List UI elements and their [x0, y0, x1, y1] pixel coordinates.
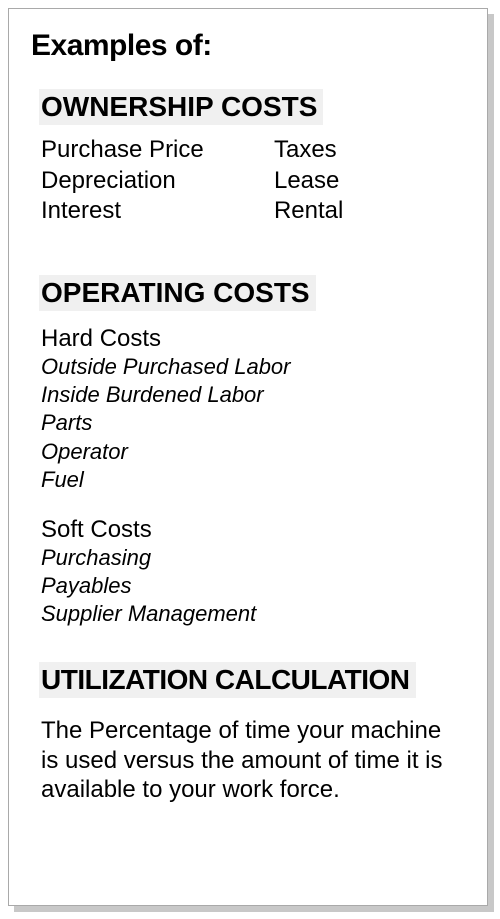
ownership-col-right: Taxes Lease Rental	[274, 135, 465, 227]
hard-costs-item: Outside Purchased Labor	[41, 353, 465, 381]
hard-costs-item: Inside Burdened Labor	[41, 381, 465, 409]
operating-heading: OPERATING COSTS	[39, 275, 316, 311]
page-title: Examples of:	[31, 29, 465, 63]
soft-costs-item: Purchasing	[41, 544, 465, 572]
ownership-item: Lease	[274, 166, 465, 197]
soft-costs-item: Payables	[41, 572, 465, 600]
ownership-item: Interest	[41, 196, 274, 227]
ownership-item: Purchase Price	[41, 135, 274, 166]
soft-costs-list: Purchasing Payables Supplier Management	[41, 544, 465, 628]
hard-costs-label: Hard Costs	[41, 325, 465, 353]
ownership-item: Rental	[274, 196, 465, 227]
info-panel: Examples of: OWNERSHIP COSTS Purchase Pr…	[8, 8, 488, 906]
hard-costs-item: Parts	[41, 409, 465, 437]
utilization-section: UTILIZATION CALCULATION The Percentage o…	[31, 662, 465, 804]
hard-costs-item: Fuel	[41, 466, 465, 494]
ownership-columns: Purchase Price Depreciation Interest Tax…	[41, 135, 465, 227]
ownership-col-left: Purchase Price Depreciation Interest	[41, 135, 274, 227]
operating-section: OPERATING COSTS Hard Costs Outside Purch…	[31, 275, 465, 628]
hard-costs-item: Operator	[41, 438, 465, 466]
soft-costs-item: Supplier Management	[41, 600, 465, 628]
hard-costs-list: Outside Purchased Labor Inside Burdened …	[41, 353, 465, 494]
ownership-item: Depreciation	[41, 166, 274, 197]
ownership-section: OWNERSHIP COSTS Purchase Price Depreciat…	[31, 89, 465, 227]
utilization-body: The Percentage of time your machine is u…	[41, 716, 461, 804]
soft-costs-label: Soft Costs	[41, 516, 465, 544]
utilization-heading: UTILIZATION CALCULATION	[39, 662, 416, 698]
ownership-item: Taxes	[274, 135, 465, 166]
ownership-heading: OWNERSHIP COSTS	[39, 89, 323, 125]
